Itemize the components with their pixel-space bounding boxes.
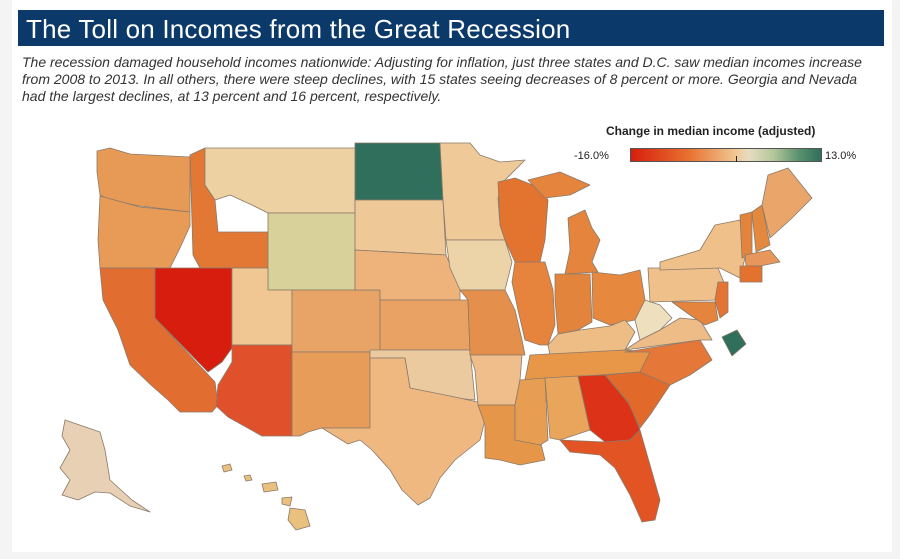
state-maryland[interactable] xyxy=(671,301,719,326)
state-illinois[interactable] xyxy=(511,261,556,346)
state-new-mexico[interactable] xyxy=(291,351,371,437)
state-washington[interactable] xyxy=(96,147,191,213)
state-south-dakota[interactable] xyxy=(354,199,447,256)
state-arizona[interactable] xyxy=(215,344,293,437)
state-michigan-lower[interactable] xyxy=(564,209,601,275)
state-west-virginia[interactable] xyxy=(634,299,673,341)
state-maine[interactable] xyxy=(761,167,813,239)
state-kansas[interactable] xyxy=(379,299,471,351)
state-alabama[interactable] xyxy=(544,375,591,441)
state-vermont[interactable] xyxy=(739,211,753,259)
state-north-dakota[interactable] xyxy=(354,142,444,201)
state-alaska[interactable] xyxy=(59,419,151,513)
state-north-carolina[interactable] xyxy=(624,339,713,386)
state-connecticut[interactable] xyxy=(739,265,763,283)
title-bar: The Toll on Incomes from the Great Reces… xyxy=(18,10,884,46)
state-new-hampshire[interactable] xyxy=(751,204,771,253)
state-wyoming[interactable] xyxy=(267,212,356,291)
state-pennsylvania[interactable] xyxy=(647,267,726,303)
page-title: The Toll on Incomes from the Great Reces… xyxy=(26,14,571,44)
state-new-jersey[interactable] xyxy=(714,281,729,319)
state-montana[interactable] xyxy=(204,147,356,214)
state-colorado[interactable] xyxy=(291,289,381,353)
legend-zero-tick xyxy=(736,156,737,162)
legend-color-scale xyxy=(630,148,822,162)
legend-min-label: -16.0% xyxy=(574,150,609,162)
state-texas[interactable] xyxy=(321,357,486,506)
state-wisconsin[interactable] xyxy=(497,177,549,263)
legend-title: Change in median income (adjusted) xyxy=(606,124,816,138)
state-oregon[interactable] xyxy=(97,195,191,269)
state-missouri[interactable] xyxy=(459,289,526,356)
state-hawaii[interactable] xyxy=(221,463,311,531)
state-florida[interactable] xyxy=(559,429,661,523)
subtitle: The recession damaged household incomes … xyxy=(22,54,862,104)
state-indiana[interactable] xyxy=(554,273,593,335)
state-dc[interactable] xyxy=(721,329,747,357)
state-arkansas[interactable] xyxy=(469,354,523,406)
state-massachusetts[interactable] xyxy=(744,249,781,267)
state-mississippi[interactable] xyxy=(514,377,549,446)
legend-max-label: 13.0% xyxy=(825,150,857,162)
state-michigan-upper[interactable] xyxy=(527,171,591,199)
